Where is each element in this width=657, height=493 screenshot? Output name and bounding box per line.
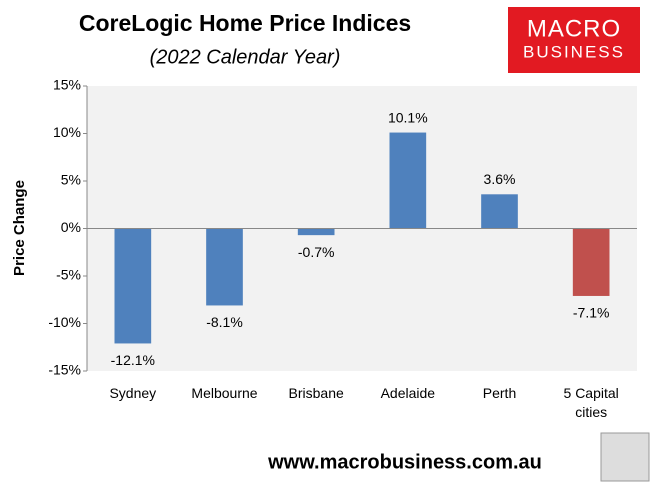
x-tick-label: 5 Capital cities — [563, 385, 619, 420]
y-tick-label: 0% — [61, 219, 81, 235]
y-tick-label: -5% — [56, 267, 81, 283]
y-tick-label: -15% — [48, 362, 81, 378]
x-tick-label: Adelaide — [380, 385, 436, 401]
bar — [572, 228, 610, 296]
value-label: -7.1% — [573, 305, 610, 321]
value-label: -0.7% — [298, 244, 335, 260]
value-label: 10.1% — [388, 109, 428, 125]
value-label: -8.1% — [206, 314, 243, 330]
y-tick-label: 5% — [61, 172, 81, 188]
value-label: -12.1% — [111, 352, 155, 368]
logo-text: MACRO — [527, 15, 621, 42]
y-tick-label: -10% — [48, 314, 81, 330]
value-label: 3.6% — [484, 171, 516, 187]
y-axis-label: Price Change — [11, 180, 28, 276]
logo-box — [508, 7, 640, 73]
bar — [389, 132, 427, 229]
x-tick-label: Brisbane — [288, 385, 344, 401]
bar — [114, 228, 152, 344]
x-tick-label: Perth — [482, 385, 517, 401]
y-tick-label: 10% — [53, 124, 81, 140]
bar — [481, 194, 518, 229]
bar — [297, 228, 335, 236]
x-tick-label: Melbourne — [191, 385, 258, 401]
logo-text: BUSINESS — [523, 42, 625, 61]
chart-subtitle: (2022 Calendar Year) — [150, 46, 341, 68]
chart-title: CoreLogic Home Price Indices — [79, 10, 411, 36]
x-tick-label: Sydney — [109, 385, 157, 401]
bar — [206, 228, 243, 306]
website: www.macrobusiness.com.au — [267, 451, 542, 473]
wolf-icon — [600, 432, 650, 482]
y-tick-label: 15% — [53, 77, 81, 93]
